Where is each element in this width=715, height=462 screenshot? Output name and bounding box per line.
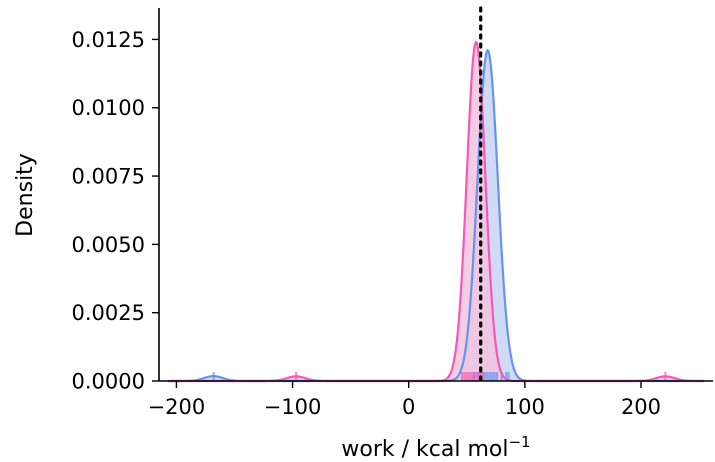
y-tick-label: 0.0050 [72, 233, 145, 257]
y-tick-label: 0.0025 [72, 301, 145, 325]
density-line-series-1 [168, 48, 704, 383]
density-fill-series-2 [168, 42, 704, 381]
density-lines [168, 40, 704, 383]
y-tick-label: 0.0000 [72, 370, 145, 394]
x-tick-label: 0 [402, 395, 415, 419]
x-axis-label: work / kcal mol−1 [341, 433, 530, 462]
y-axis-label: Density [13, 153, 38, 237]
x-tick-label: −200 [148, 395, 206, 419]
x-tick-label: 100 [505, 395, 545, 419]
density-fills [168, 42, 704, 382]
y-tick-label: 0.0100 [72, 96, 145, 120]
density-line-series-2 [168, 40, 704, 383]
y-tick-label: 0.0125 [72, 28, 145, 52]
density-fill-series-1 [168, 50, 704, 382]
x-tick-label: 200 [621, 395, 661, 419]
axes: −200 −100 0 100 200 0.0000 0.0025 0.0050 0.0075 0… [72, 8, 713, 419]
y-tick-label: 0.0075 [72, 165, 145, 189]
x-tick-label: −100 [264, 395, 322, 419]
